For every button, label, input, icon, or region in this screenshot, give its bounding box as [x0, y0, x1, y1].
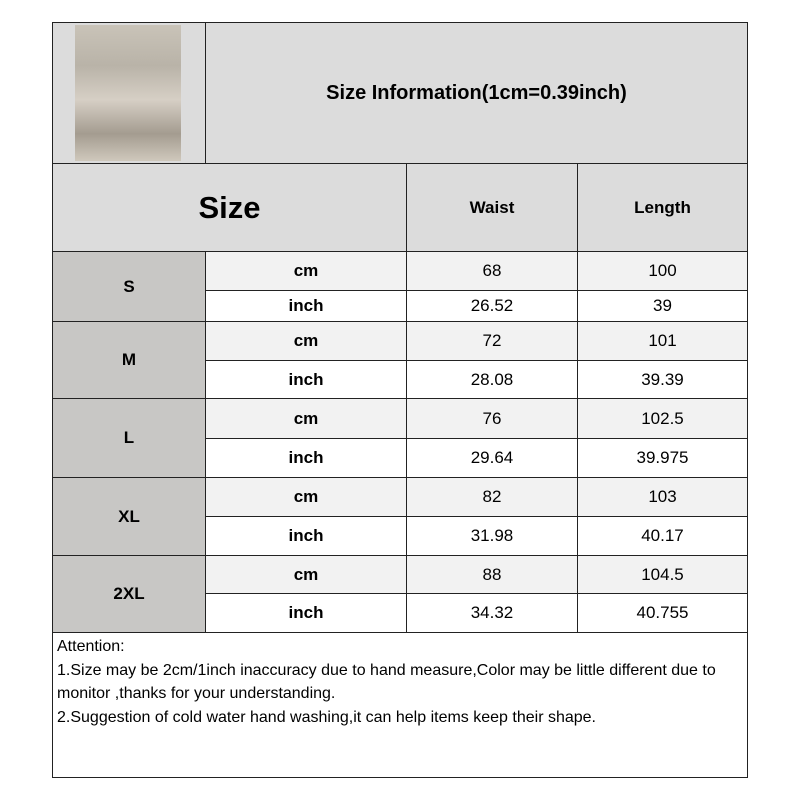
attention-line-2: 2.Suggestion of cold water hand washing,…	[57, 708, 596, 726]
unit-cell: inch	[205, 290, 407, 322]
waist-value: 68	[406, 251, 578, 291]
waist-value: 82	[406, 477, 578, 517]
length-value: 101	[577, 321, 748, 361]
size-label: XL	[52, 477, 206, 556]
attention-title: Attention:	[57, 638, 125, 655]
unit-cell: inch	[205, 360, 407, 399]
waist-value: 76	[406, 398, 578, 439]
length-value: 40.755	[577, 593, 748, 633]
size-label: M	[52, 321, 206, 399]
waist-header: Waist	[406, 163, 578, 252]
size-label: S	[52, 251, 206, 322]
unit-cell: cm	[205, 555, 407, 594]
size-label: L	[52, 398, 206, 478]
waist-value: 31.98	[406, 516, 578, 556]
size-label: 2XL	[52, 555, 206, 633]
unit-cell: inch	[205, 516, 407, 556]
size-header: Size	[52, 163, 407, 252]
length-value: 39.39	[577, 360, 748, 399]
length-header: Length	[577, 163, 748, 252]
length-value: 102.5	[577, 398, 748, 439]
unit-cell: cm	[205, 321, 407, 361]
product-photo	[75, 25, 181, 161]
waist-value: 29.64	[406, 438, 578, 478]
unit-cell: inch	[205, 593, 407, 633]
length-value: 103	[577, 477, 748, 517]
waist-value: 26.52	[406, 290, 578, 322]
waist-value: 34.32	[406, 593, 578, 633]
unit-cell: cm	[205, 477, 407, 517]
length-value: 40.17	[577, 516, 748, 556]
length-value: 39.975	[577, 438, 748, 478]
length-value: 104.5	[577, 555, 748, 594]
attention-line-1: 1.Size may be 2cm/1inch inaccuracy due t…	[57, 661, 716, 703]
length-value: 100	[577, 251, 748, 291]
unit-cell: inch	[205, 438, 407, 478]
waist-value: 72	[406, 321, 578, 361]
waist-value: 28.08	[406, 360, 578, 399]
waist-value: 88	[406, 555, 578, 594]
attention-note: Attention: 1.Size may be 2cm/1inch inacc…	[52, 632, 748, 778]
length-value: 39	[577, 290, 748, 322]
unit-cell: cm	[205, 398, 407, 439]
chart-title: Size Information(1cm=0.39inch)	[205, 22, 748, 164]
unit-cell: cm	[205, 251, 407, 291]
